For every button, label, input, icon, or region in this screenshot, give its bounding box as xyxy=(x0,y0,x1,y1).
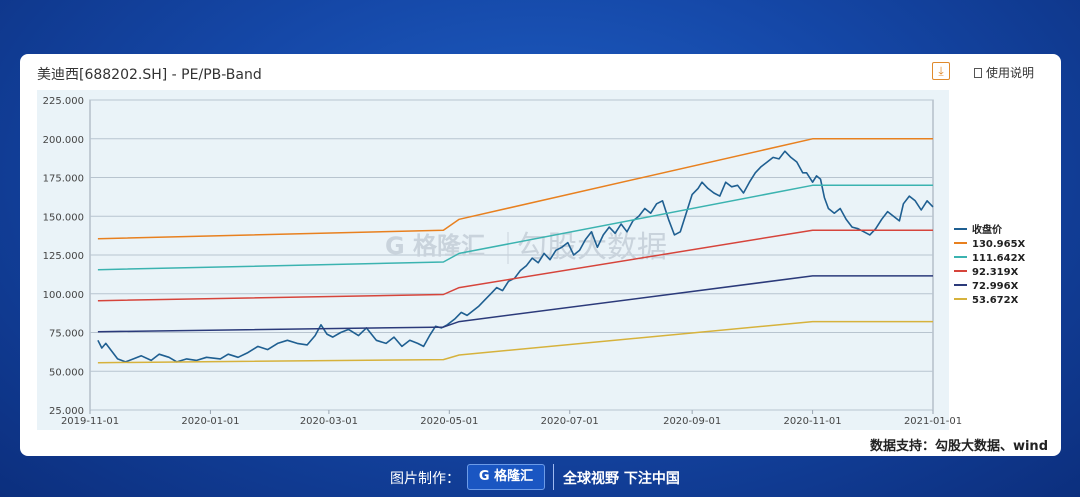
y-tick-label: 125.000 xyxy=(43,251,84,262)
x-tick-label: 2020-03-01 xyxy=(300,416,358,427)
series-line-band-3 xyxy=(97,229,933,302)
chart-card: 美迪西[688202.SH] - PE/PB-Band ⤓ 使用说明 25.00… xyxy=(20,54,1061,456)
footer: 图片制作： G 格隆汇 全球视野 下注中国 xyxy=(0,458,1080,497)
y-tick-label: 75.000 xyxy=(49,329,84,340)
series-line-band-2 xyxy=(97,184,933,271)
legend-label: 72.996X xyxy=(972,281,1019,292)
series-line-band-4 xyxy=(97,275,933,333)
watermark-text: 勾股大数据 xyxy=(517,230,667,265)
legend-label: 111.642X xyxy=(972,253,1026,264)
x-tick-label: 2020-07-01 xyxy=(541,416,599,427)
footer-divider xyxy=(553,464,554,490)
y-tick-label: 200.000 xyxy=(43,135,84,146)
footer-label: 图片制作： xyxy=(390,471,460,487)
x-tick-label: 2020-11-01 xyxy=(784,416,842,427)
footer-slogan: 全球视野 下注中国 xyxy=(563,471,680,487)
x-tick-label: 2021-01-01 xyxy=(904,416,962,427)
y-tick-label: 50.000 xyxy=(49,367,84,378)
y-tick-label: 25.000 xyxy=(49,406,84,417)
x-tick-label: 2020-05-01 xyxy=(420,416,478,427)
document-icon xyxy=(974,68,982,78)
usage-label: 使用说明 xyxy=(986,66,1035,80)
watermark-logo: G 格隆汇 xyxy=(385,232,485,260)
chart-title: 美迪西[688202.SH] - PE/PB-Band xyxy=(37,67,262,83)
series-line-band-1 xyxy=(97,138,933,240)
y-tick-label: 225.000 xyxy=(43,96,84,107)
pe-band-chart: 25.000 50.000 75.000 100.000 125.000 150.000 1… xyxy=(37,90,1026,430)
legend-label: 130.965X xyxy=(972,239,1026,250)
y-tick-label: 100.000 xyxy=(43,290,84,301)
legend-label: 收盘价 xyxy=(972,223,1003,236)
footer-logo: G 格隆汇 xyxy=(467,464,545,490)
download-icon[interactable]: ⤓ xyxy=(932,62,950,80)
series-line-close-price xyxy=(97,150,934,363)
legend-label: 53.672X xyxy=(972,295,1019,306)
series-line-band-5 xyxy=(97,320,933,364)
source-note: 数据支持：勾股大数据、wind xyxy=(869,439,1048,454)
legend-label: 92.319X xyxy=(972,267,1019,278)
y-tick-label: 150.000 xyxy=(43,212,84,223)
x-tick-label: 2019-11-01 xyxy=(61,416,119,427)
x-tick-label: 2020-01-01 xyxy=(181,416,239,427)
y-tick-label: 175.000 xyxy=(43,174,84,185)
x-tick-label: 2020-09-01 xyxy=(663,416,721,427)
usage-instructions-link[interactable]: 使用说明 xyxy=(974,64,1034,81)
